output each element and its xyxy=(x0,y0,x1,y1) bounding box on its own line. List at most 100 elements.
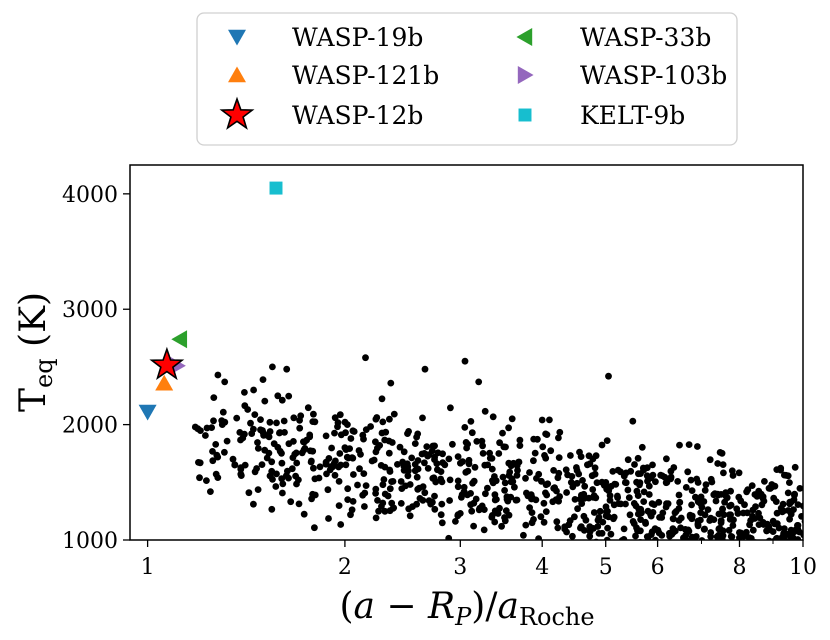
background-point xyxy=(397,500,405,507)
background-point xyxy=(310,464,317,472)
background-point xyxy=(263,432,271,439)
background-point xyxy=(295,500,303,508)
background-point xyxy=(526,504,533,511)
background-point xyxy=(676,441,683,449)
background-point xyxy=(702,481,710,488)
background-point xyxy=(761,478,768,485)
background-point xyxy=(381,507,389,515)
background-point xyxy=(284,467,291,475)
background-point xyxy=(250,386,257,394)
background-point xyxy=(336,411,344,419)
background-point xyxy=(362,426,370,433)
background-point xyxy=(203,424,211,432)
background-point xyxy=(748,482,756,489)
background-point xyxy=(701,486,709,494)
legend-frame xyxy=(196,12,738,146)
background-point xyxy=(787,526,795,534)
background-point xyxy=(244,406,252,413)
background-point xyxy=(654,526,662,534)
background-point xyxy=(423,443,431,450)
background-point xyxy=(799,502,803,510)
background-point xyxy=(202,432,209,439)
background-point xyxy=(404,430,411,437)
background-point xyxy=(221,448,228,456)
background-point xyxy=(446,497,453,504)
background-point xyxy=(293,459,301,467)
background-point xyxy=(482,490,489,498)
background-point xyxy=(640,488,648,496)
background-point xyxy=(295,476,302,484)
background-point xyxy=(438,519,446,527)
background-point xyxy=(447,404,454,412)
background-point xyxy=(805,475,812,482)
background-point xyxy=(414,430,422,438)
background-point xyxy=(465,456,473,464)
background-point xyxy=(539,443,547,451)
background-point xyxy=(697,509,705,516)
background-point xyxy=(727,533,735,540)
background-point xyxy=(540,518,548,526)
background-point xyxy=(766,537,773,540)
background-point xyxy=(675,491,683,499)
background-point xyxy=(727,511,734,519)
background-point xyxy=(388,478,395,485)
background-point xyxy=(674,478,682,485)
background-point xyxy=(798,513,803,520)
background-point xyxy=(707,514,715,522)
background-point xyxy=(513,496,521,504)
background-point xyxy=(336,450,344,457)
background-point xyxy=(456,510,464,517)
background-point xyxy=(335,502,343,509)
background-point xyxy=(546,416,553,424)
legend-label-wasp-19b: WASP-19b xyxy=(292,23,423,52)
background-point xyxy=(196,474,203,482)
background-point xyxy=(454,453,462,460)
background-point xyxy=(278,475,286,483)
legend: WASP-19b WASP-121b WASP-12b WASP-33b WASP-10… xyxy=(196,12,738,146)
background-point xyxy=(786,498,794,506)
background-point xyxy=(359,431,367,439)
background-point xyxy=(591,464,599,472)
x-axis-label-close: )/ xyxy=(471,586,498,627)
background-point xyxy=(808,497,815,504)
background-point xyxy=(794,522,802,529)
background-point xyxy=(308,457,315,465)
marker-wasp-12b xyxy=(149,346,185,381)
background-point xyxy=(511,483,518,491)
background-point xyxy=(556,493,563,500)
background-point xyxy=(624,456,632,464)
background-point xyxy=(522,474,529,482)
background-point xyxy=(223,437,231,445)
background-point xyxy=(438,478,446,486)
background-point xyxy=(489,479,497,487)
background-point xyxy=(439,450,446,458)
background-point xyxy=(473,438,481,445)
background-point xyxy=(746,534,753,540)
background-point xyxy=(221,378,229,386)
background-point xyxy=(610,513,618,521)
y-tick-label: 2000 xyxy=(62,414,118,439)
background-point xyxy=(429,442,437,450)
background-point xyxy=(712,497,720,505)
background-point xyxy=(561,523,569,531)
background-point xyxy=(567,452,574,459)
background-point xyxy=(631,461,638,468)
background-point xyxy=(787,510,795,518)
background-point xyxy=(266,418,274,426)
background-point xyxy=(331,414,339,422)
background-point xyxy=(602,479,610,486)
background-point xyxy=(749,512,756,520)
background-point xyxy=(692,533,700,540)
background-point xyxy=(589,486,597,493)
background-point xyxy=(528,493,536,501)
legend-marker-wasp-33b xyxy=(516,28,533,46)
background-point xyxy=(551,484,558,492)
background-point xyxy=(634,454,642,462)
background-point xyxy=(727,487,734,495)
background-point xyxy=(682,484,690,491)
background-point xyxy=(344,496,352,503)
background-point xyxy=(555,434,562,442)
background-point xyxy=(531,449,539,457)
background-point xyxy=(437,511,445,519)
background-point xyxy=(197,427,204,434)
